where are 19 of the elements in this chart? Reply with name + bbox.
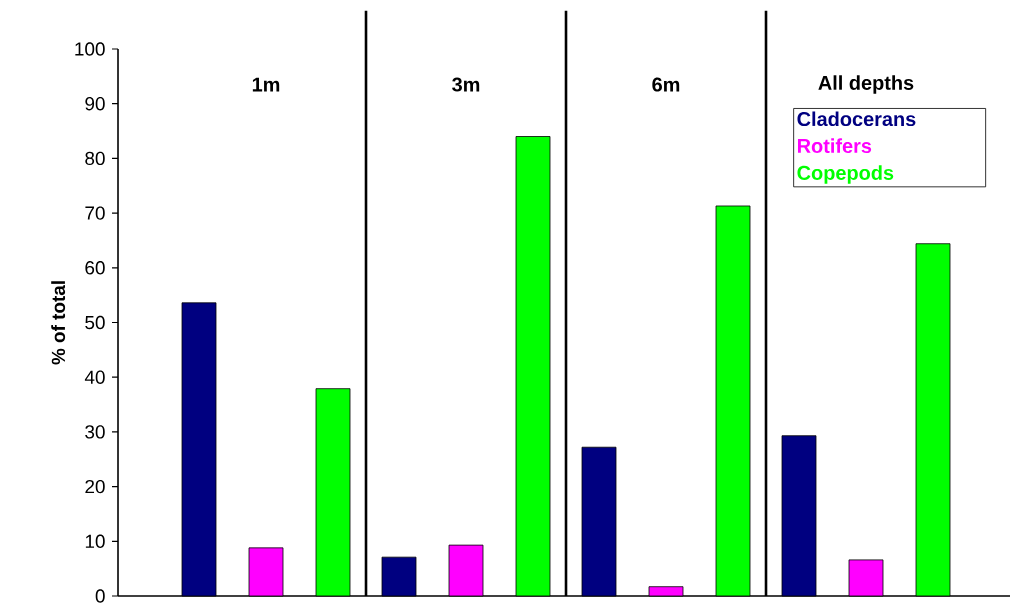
y-tick-label: 90 xyxy=(85,96,105,111)
y-tick-label: 10 xyxy=(85,534,105,548)
text: Rotifers xyxy=(797,138,872,153)
x-tick-label: All depths xyxy=(818,75,914,94)
y-tick-label: 0 xyxy=(95,589,105,603)
x-tick-label: 6m xyxy=(652,77,680,92)
y-tick-label: 20 xyxy=(85,479,105,494)
y-tick-label: 50 xyxy=(85,315,105,330)
text: Copepods xyxy=(797,165,894,184)
y-tick-label: 70 xyxy=(85,206,105,220)
y-tick-label: 100 xyxy=(75,42,105,56)
y-tick-label: 80 xyxy=(85,151,105,166)
y-tick-label: 60 xyxy=(85,261,105,275)
y-tick-label: 40 xyxy=(84,370,105,384)
y-tick-label: 30 xyxy=(85,425,105,439)
text: Cladocerans xyxy=(797,111,916,127)
x-tick-label: 1m xyxy=(252,77,280,92)
y-axis-title: % of total xyxy=(51,281,66,365)
x-tick-label: 3m xyxy=(452,77,480,92)
